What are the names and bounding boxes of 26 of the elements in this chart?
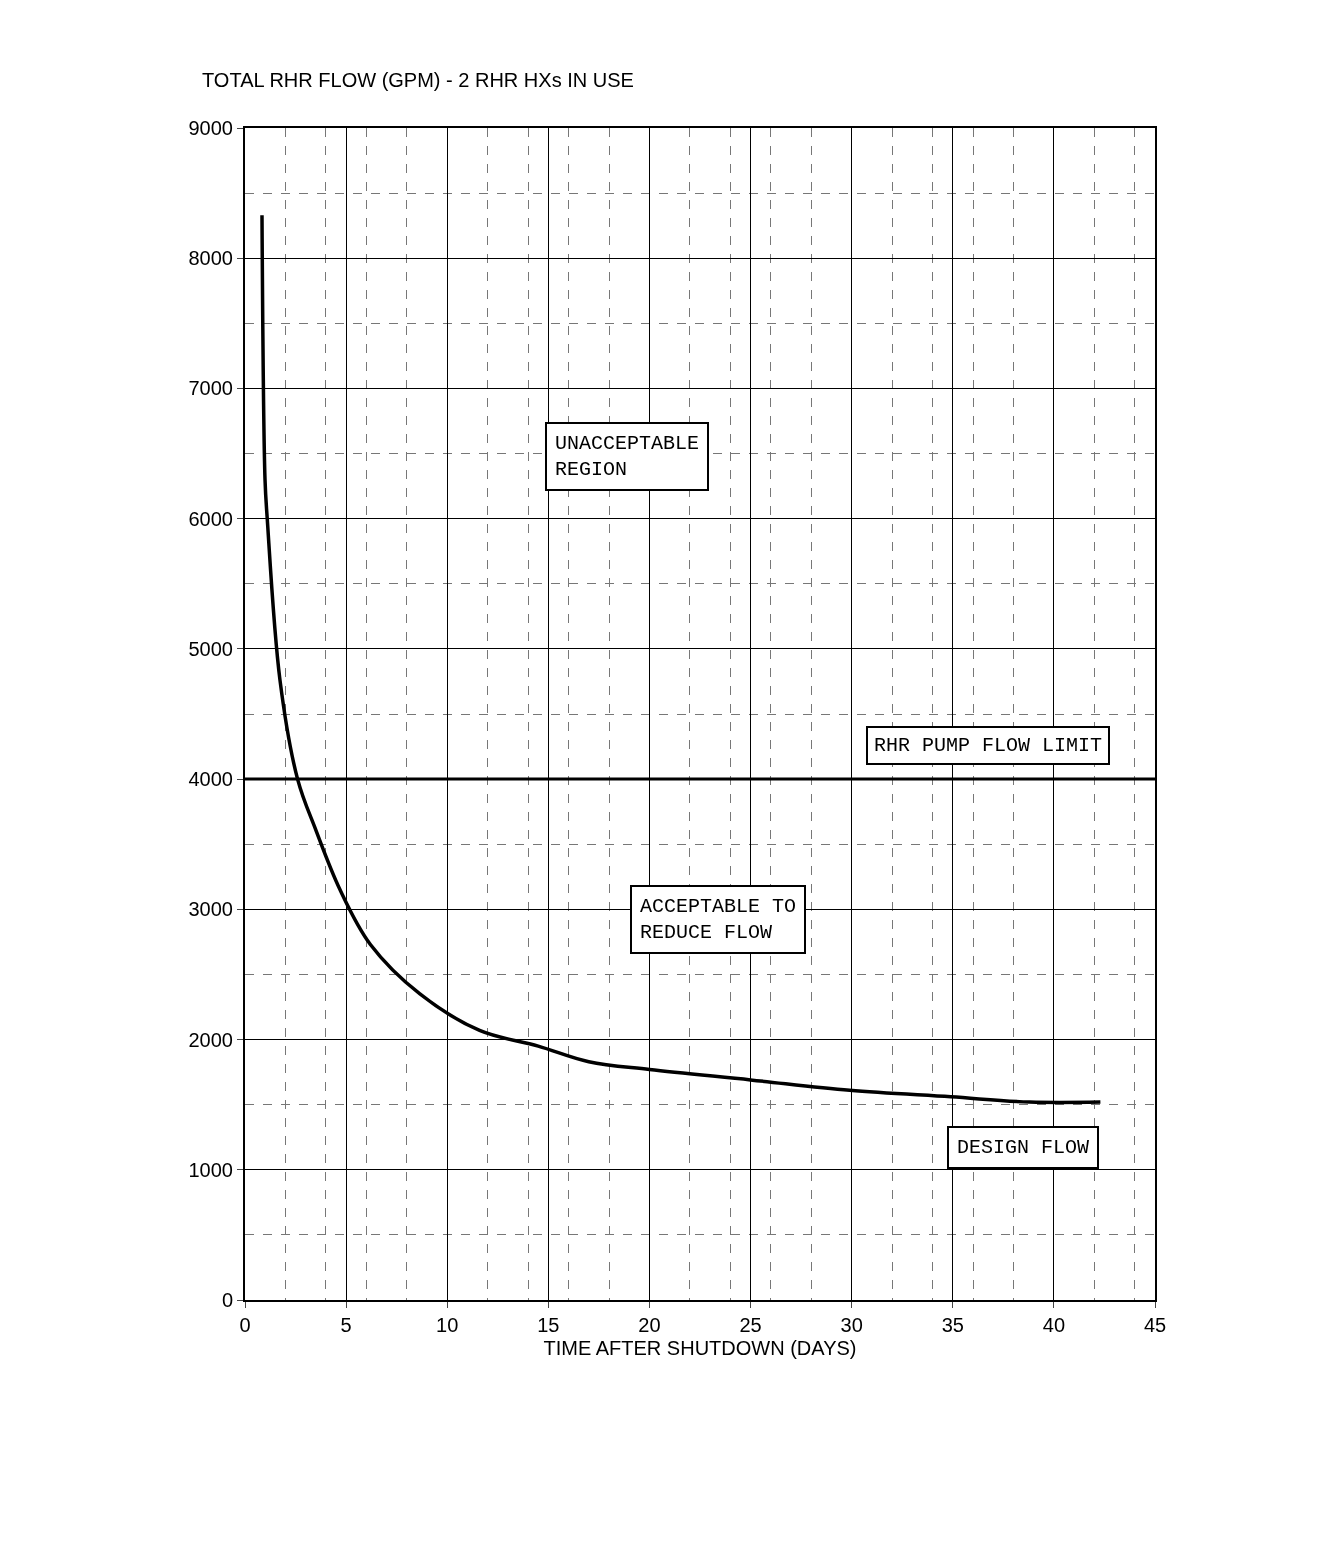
y-tick-label: 6000 [188, 507, 233, 530]
y-tick-label: 9000 [188, 117, 233, 139]
y-tick-label: 3000 [188, 898, 233, 921]
x-tick-label: 45 [1143, 1314, 1167, 1336]
y-tick-label: 1000 [188, 1158, 233, 1181]
annotation: UNACCEPTABLE REGION [555, 432, 700, 481]
x-tick-label: 30 [840, 1314, 863, 1336]
y-tick-label: 5000 [188, 637, 233, 660]
x-tick-label: 5 [340, 1314, 352, 1336]
x-tick-label: 35 [941, 1314, 964, 1336]
x-tick-label: 0 [239, 1314, 251, 1336]
y-tick-label: 0 [221, 1289, 233, 1311]
x-axis-title: TIME AFTER SHUTDOWN (DAYS) [543, 1337, 857, 1359]
annotation: ACCEPTABLE TO REDUCE FLOW [640, 895, 797, 944]
x-tick-label: 40 [1042, 1314, 1066, 1336]
y-tick-label: 8000 [188, 247, 233, 270]
y-tick-label: 4000 [188, 768, 233, 791]
x-tick-label: 15 [537, 1314, 560, 1336]
x-tick-label: 20 [638, 1314, 661, 1336]
ref-line-label: RHR PUMP FLOW LIMIT [874, 734, 1103, 757]
y-tick-label: 2000 [188, 1028, 233, 1051]
x-tick-label: 25 [739, 1314, 762, 1336]
y-axis-title: TOTAL RHR FLOW (GPM) - 2 RHR HXs IN USE [202, 69, 634, 91]
x-tick-label: 10 [436, 1314, 459, 1336]
y-tick-label: 7000 [188, 377, 233, 400]
annotation: DESIGN FLOW [957, 1136, 1090, 1159]
